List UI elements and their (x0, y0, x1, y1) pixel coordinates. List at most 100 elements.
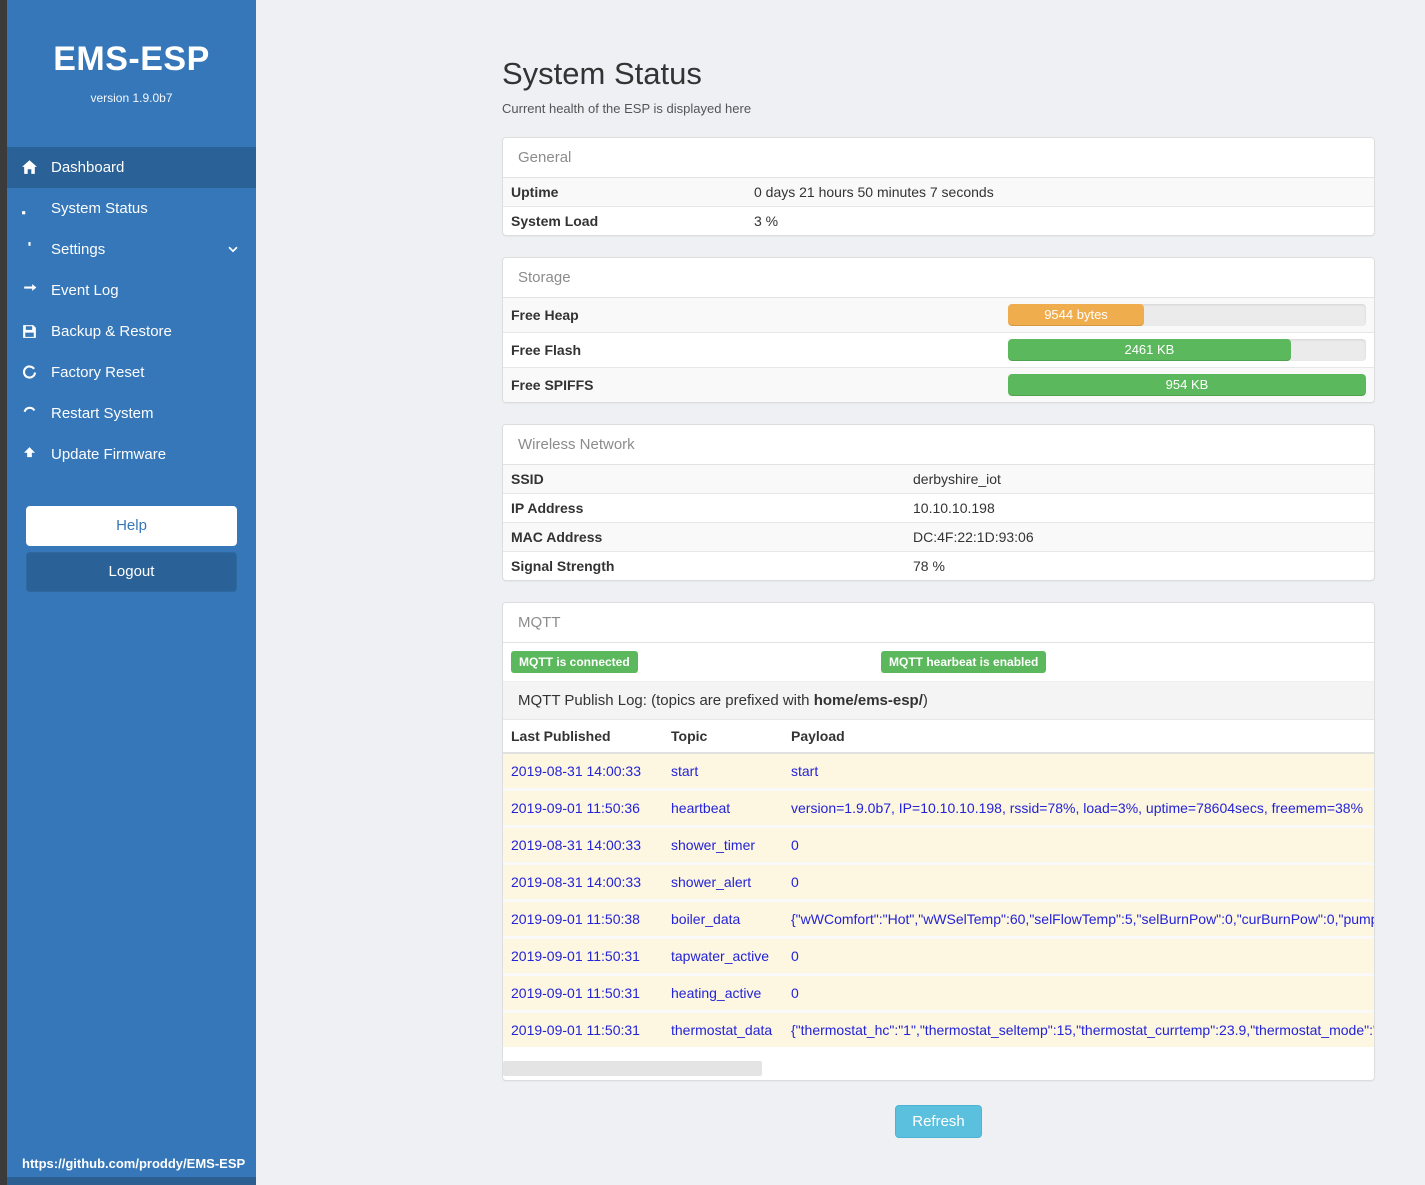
log-payload: {"thermostat_hc":"1","thermostat_seltemp… (791, 1022, 1374, 1038)
mqtt-connected-badge: MQTT is connected (511, 651, 638, 673)
row-label: Free Flash (511, 342, 582, 358)
sidebar-item-label: Factory Reset (51, 364, 145, 381)
row-label: Free Heap (511, 307, 579, 323)
home-icon (20, 159, 38, 176)
panel-general-title: General (503, 138, 1374, 178)
log-last-published: 2019-09-01 11:50:31 (511, 948, 640, 964)
mqtt-log-row: 2019-09-01 11:50:31 heating_active 0 (503, 973, 1374, 1010)
log-topic: heating_active (671, 985, 762, 1001)
main-content: System Status Current health of the ESP … (256, 0, 1425, 1185)
progress-track: 954 KB (1008, 374, 1366, 396)
sidebar-item-restart-system[interactable]: Restart System (7, 393, 256, 434)
log-payload: 0 (791, 874, 799, 890)
sidebar-item-label: System Status (51, 200, 148, 217)
sidebar-item-settings[interactable]: Settings (7, 229, 256, 270)
row-label: Uptime (511, 184, 559, 200)
log-last-published: 2019-08-31 14:00:33 (511, 837, 641, 853)
mqtt-publish-log-caption: MQTT Publish Log: (topics are prefixed w… (503, 682, 1374, 720)
progress-fill: 9544 bytes (1008, 304, 1145, 326)
row-label: SSID (511, 471, 544, 487)
sidebar-item-event-log[interactable]: Event Log (7, 270, 256, 311)
page-subtitle: Current health of the ESP is displayed h… (502, 101, 752, 116)
log-topic: start (671, 763, 699, 779)
col-header-payload: Payload (791, 728, 845, 744)
log-last-published: 2019-08-31 14:00:33 (511, 763, 641, 779)
log-payload: version=1.9.0b7, IP=10.10.10.198, rssid=… (791, 800, 1364, 816)
panel-wireless-title: Wireless Network (503, 425, 1374, 465)
mqtt-log-row: 2019-08-31 14:00:33 start start (503, 754, 1374, 788)
sidebar-nav: Dashboard System Status Settings Event Log B… (7, 147, 256, 475)
row-label: Free SPIFFS (511, 377, 594, 393)
factory-reset-icon (20, 364, 38, 381)
sidebar-item-label: Restart System (51, 405, 154, 422)
mqtt-badges-row: MQTT is connected MQTT hearbeat is enabl… (503, 643, 1374, 682)
sidebar-item-factory-reset[interactable]: Factory Reset (7, 352, 256, 393)
help-button[interactable]: Help (26, 506, 237, 546)
row-value: 0 days 21 hours 50 minutes 7 seconds (754, 184, 994, 200)
table-row: SSID derbyshire_iot (503, 465, 1374, 493)
scrollbar-thumb[interactable] (503, 1061, 762, 1076)
table-row: MAC Address DC:4F:22:1D:93:06 (503, 522, 1374, 551)
exchange-icon (20, 282, 38, 299)
sidebar-item-label: Dashboard (51, 159, 125, 176)
log-topic: thermostat_data (671, 1022, 773, 1038)
table-row: Free Flash 2461 KB (503, 332, 1374, 367)
sidebar-item-label: Event Log (51, 282, 119, 299)
save-icon (20, 323, 38, 340)
log-payload: 0 (791, 837, 799, 853)
system-status-icon (20, 200, 38, 217)
wireless-panel-body: SSID derbyshire_iot IP Address 10.10.10.198… (503, 465, 1374, 580)
row-value: DC:4F:22:1D:93:06 (913, 529, 1034, 545)
log-payload: 0 (791, 948, 799, 964)
gear-icon (20, 241, 38, 258)
horizontal-scrollbar[interactable] (503, 1061, 1374, 1076)
row-label: MAC Address (511, 529, 603, 545)
log-last-published: 2019-09-01 11:50:36 (511, 800, 640, 816)
log-payload: start (791, 763, 819, 779)
table-row: System Load 3 % (503, 206, 1374, 235)
window-edge (0, 0, 7, 1185)
row-value: derbyshire_iot (913, 471, 1001, 487)
app-version: version 1.9.0b7 (90, 91, 173, 105)
col-header-last-published: Last Published (511, 728, 611, 744)
mqtt-log-body: 2019-08-31 14:00:33 start start 2019-09-01 … (503, 754, 1374, 1047)
sidebar-item-dashboard[interactable]: Dashboard (7, 147, 256, 188)
sidebar-bottom-strip (7, 1177, 256, 1185)
brand: EMS-ESP version 1.9.0b7 (7, 0, 256, 147)
row-value: 10.10.10.198 (913, 500, 995, 516)
chevron-down-icon (226, 242, 240, 256)
col-header-topic: Topic (671, 728, 708, 744)
log-last-published: 2019-09-01 11:50:31 (511, 985, 640, 1001)
storage-panel-body: Free Heap 9544 bytes Free Flash 2461 KB Free… (503, 298, 1374, 402)
log-last-published: 2019-08-31 14:00:33 (511, 874, 641, 890)
row-value: 78 % (913, 558, 945, 574)
log-payload: {"wWComfort":"Hot","wWSelTemp":60,"selFl… (791, 911, 1374, 927)
log-topic: shower_alert (671, 874, 752, 890)
logout-button[interactable]: Logout (26, 552, 237, 592)
mqtt-log-row: 2019-09-01 11:50:31 thermostat_data {"ther… (503, 1010, 1374, 1047)
mqtt-log-row: 2019-09-01 11:50:36 heartbeat version=1.9.… (503, 788, 1374, 825)
row-label: IP Address (511, 500, 584, 516)
page-title: System Status (502, 56, 702, 91)
sidebar-item-backup-restore[interactable]: Backup & Restore (7, 311, 256, 352)
row-value: 3 % (754, 213, 779, 229)
log-topic: shower_timer (671, 837, 756, 853)
sidebar-item-label: Update Firmware (51, 446, 167, 463)
restart-icon (20, 405, 38, 422)
table-row: Free SPIFFS 954 KB (503, 367, 1374, 402)
github-link[interactable]: https://github.com/proddy/EMS-ESP (22, 1156, 246, 1171)
refresh-button[interactable]: Refresh (895, 1105, 982, 1138)
sidebar-item-system-status[interactable]: System Status (7, 188, 256, 229)
panel-mqtt-title: MQTT (503, 603, 1374, 643)
table-row: IP Address 10.10.10.198 (503, 493, 1374, 522)
table-row: Uptime 0 days 21 hours 50 minutes 7 secon… (503, 178, 1374, 206)
mqtt-log-row: 2019-08-31 14:00:33 shower_timer 0 (503, 825, 1374, 862)
app-title: EMS-ESP (53, 40, 210, 78)
panel-general: General Uptime 0 days 21 hours 50 minutes… (502, 137, 1375, 236)
mqtt-log-row: 2019-09-01 11:50:31 tapwater_active 0 (503, 936, 1374, 973)
mqtt-log-row: 2019-08-31 14:00:33 shower_alert 0 (503, 862, 1374, 899)
log-payload: 0 (791, 985, 799, 1001)
mqtt-log-row: 2019-09-01 11:50:38 boiler_data {"wWComfor… (503, 899, 1374, 936)
upload-icon (20, 446, 38, 463)
sidebar-item-update-firmware[interactable]: Update Firmware (7, 434, 256, 475)
